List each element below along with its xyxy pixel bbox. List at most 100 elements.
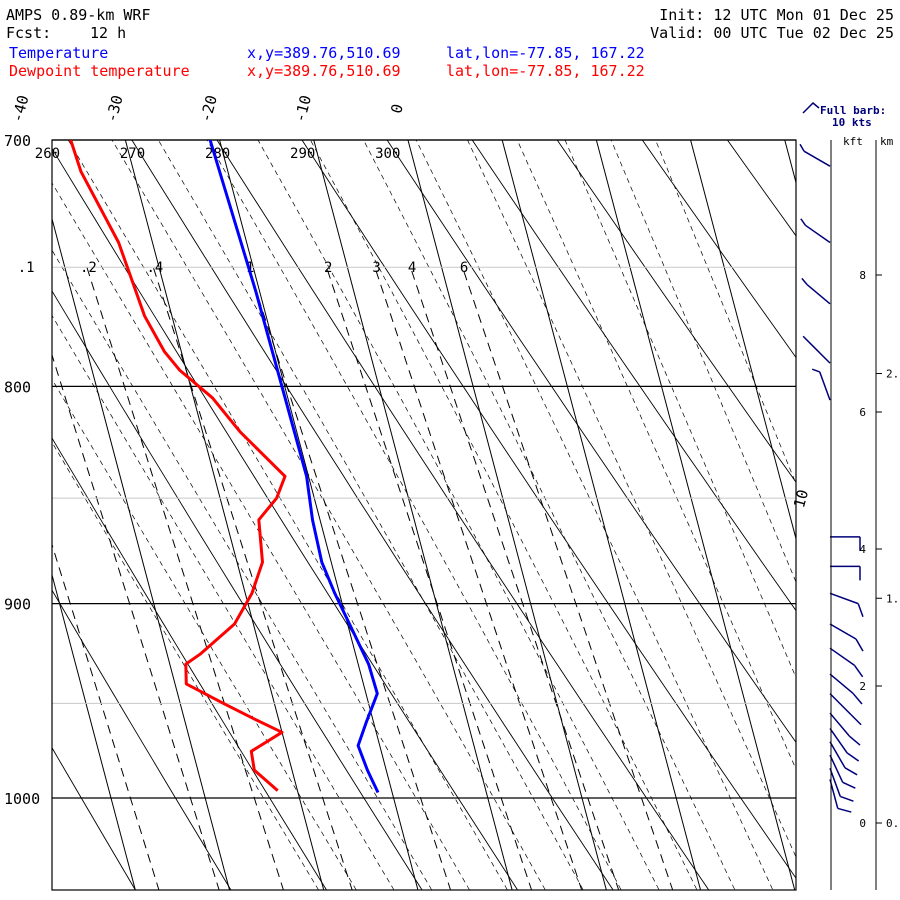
isotherm-line: [407, 140, 607, 890]
wind-barb: [811, 368, 831, 401]
legend-temperature-label: Temperature: [9, 44, 109, 62]
kft-unit-label: kft: [843, 135, 863, 148]
dry-adiabat-line: [471, 140, 796, 612]
moist-adiabat-line: [52, 182, 470, 890]
legend-dewpoint-label: Dewpoint temperature: [9, 62, 190, 80]
wind-legend-barb: [802, 101, 820, 114]
wind-barb-flag: [800, 218, 807, 226]
dry-adiabat-line: [52, 589, 232, 890]
km-tick-label: 1.: [886, 592, 899, 605]
dry-adiabat-line: [0, 114, 49, 900]
wind-barb-flag: [852, 692, 863, 705]
kft-tick-label: 6: [859, 406, 866, 419]
wind-barb: [829, 592, 864, 618]
dry-adiabat-line: [52, 290, 423, 890]
wind-barb-flag: [853, 664, 864, 678]
wind-barb-staff: [829, 712, 850, 737]
wind-barb: [829, 673, 863, 705]
dry-adiabat-line: [878, 114, 900, 900]
temperature-tick-label: -20: [197, 93, 221, 124]
valid-time: Valid: 00 UTC Tue 02 Dec 25: [650, 24, 894, 42]
isotherm-line: [784, 140, 796, 185]
temperature-tick-label: -40: [8, 93, 32, 124]
wind-barb-flag: [842, 781, 856, 789]
mixing-ratio-line: [86, 267, 284, 890]
wind-barb: [829, 623, 864, 652]
wind-legend-line1: Full barb:: [820, 104, 886, 117]
kft-tick-label: 0: [859, 817, 866, 830]
temperature-tick-label: 0: [387, 102, 407, 115]
wind-barb-staff: [829, 767, 841, 797]
wind-barb-flag: [846, 752, 860, 762]
temperature-tick-label: -10: [291, 93, 315, 124]
moist-adiabat-line: [655, 140, 796, 485]
wind-barb-staff: [829, 647, 856, 667]
theta-label: 300: [375, 146, 400, 162]
mixing-ratio-line: [374, 267, 583, 890]
dry-adiabat-line: [216, 140, 710, 890]
moist-adiabat-line: [67, 140, 508, 890]
wind-barb-flag: [844, 767, 858, 776]
theta-label: 270: [120, 146, 145, 162]
isotherm-line: [52, 216, 231, 890]
wind-barb-staff: [808, 341, 831, 364]
moist-adiabat-line: [310, 140, 698, 890]
kft-tick-label: 8: [859, 269, 866, 282]
wind-barb-flag: [799, 143, 805, 152]
temperature-tick-label: 10: [790, 488, 812, 510]
moist-adiabat-line: [52, 314, 395, 890]
moist-adiabat-line: [157, 140, 584, 890]
wind-barb-staff: [803, 150, 831, 167]
dry-adiabat-line: [52, 746, 136, 890]
dry-adiabat-line: [301, 140, 796, 879]
wind-barb-flag: [850, 714, 862, 726]
legend-dewpoint-xy: x,y=389.76,510.69: [247, 62, 401, 80]
wind-barb: [829, 767, 854, 802]
wind-legend-line2: 10 kts: [832, 116, 872, 129]
mixing-ratio-label: 4: [408, 260, 416, 276]
init-time: Init: 12 UTC Mon 01 Dec 25: [659, 6, 894, 24]
wind-barb-flag: [857, 603, 864, 618]
wind-barb: [829, 754, 856, 789]
wind-barb-flag: [801, 277, 808, 286]
isotherm-line: [313, 140, 513, 890]
theta-label: 260: [35, 146, 60, 162]
dry-adiabat-line: [52, 147, 519, 890]
wind-barb: [799, 143, 831, 167]
wind-barb-staff: [829, 592, 859, 605]
dry-adiabat-line: [641, 140, 796, 359]
wind-barb: [829, 712, 861, 746]
wind-barb: [801, 277, 831, 305]
mixing-ratio-line: [410, 267, 620, 890]
legend-dewpoint-latlon: lat,lon=-77.85, 167.22: [446, 62, 645, 80]
moist-adiabat-line: [52, 378, 357, 890]
wind-barb: [800, 218, 831, 244]
mixing-ratio-label: .4: [146, 260, 163, 276]
mixing-ratio-line: [326, 267, 533, 890]
isotherm-line: [124, 140, 325, 890]
dewpoint-profile-line: [69, 140, 287, 792]
pressure-tick-label: 800: [4, 378, 31, 396]
wind-barb-staff: [819, 371, 831, 401]
model-title: AMPS 0.89-km WRF: [6, 6, 151, 24]
isotherm-line: [501, 140, 702, 890]
mixing-ratio-line: [248, 267, 452, 890]
pressure-tick-label: 900: [4, 596, 31, 614]
km-unit-label: km: [880, 135, 894, 148]
kft-tick-label: 4: [859, 543, 866, 556]
theta-label: 280: [205, 146, 230, 162]
dry-adiabat-line: [131, 140, 614, 890]
mixing-ratio-label: .2: [80, 260, 97, 276]
mixing-ratio-label: 3: [372, 260, 380, 276]
wind-barb-flag: [840, 795, 854, 802]
wind-barb-staff: [829, 728, 848, 754]
dry-adiabat-line: [386, 140, 796, 744]
wind-barb: [830, 565, 861, 581]
mixing-ratio-label: 6: [460, 260, 468, 276]
wind-barb-staff: [829, 741, 846, 769]
wind-barb-staff: [829, 693, 852, 716]
mixing-ratio-line: [152, 267, 353, 890]
isotherm-line: [595, 140, 796, 890]
temperature-profile-line: [208, 140, 380, 794]
